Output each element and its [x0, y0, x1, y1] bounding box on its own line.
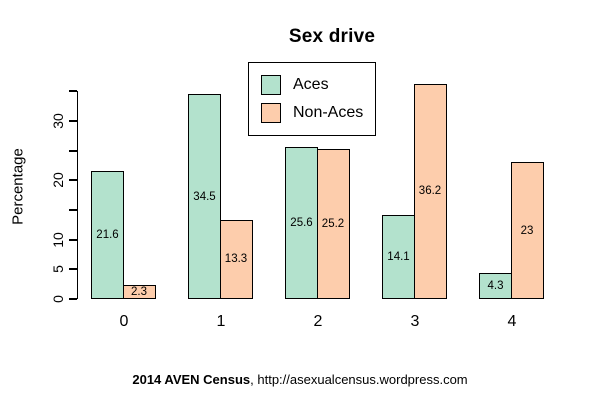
bar-value-label: 25.2 [321, 218, 345, 231]
bar-value-label: 25.6 [290, 216, 313, 229]
bar-non-aces-3: 36.2 [413, 83, 447, 299]
bar-aces-0: 21.6 [91, 170, 124, 299]
y-tick-label: 10 [50, 231, 66, 248]
y-tick-label: 0 [50, 295, 66, 303]
y-tick-label: 5 [50, 265, 66, 274]
legend-swatch-aces [261, 75, 281, 95]
y-tick-label: 30 [50, 113, 66, 129]
y-tick-mark [68, 268, 77, 271]
footer-url: , http://asexualcensus.wordpress.com [250, 372, 468, 387]
bar-aces-4: 4.3 [479, 273, 512, 299]
bar-value-label: 23 [520, 224, 534, 237]
x-category-label: 3 [410, 313, 420, 330]
bar-non-aces-0: 2.3 [122, 285, 156, 299]
y-axis-line [76, 91, 78, 299]
legend-swatch-non-aces [261, 103, 281, 123]
y-tick-mark [68, 90, 77, 93]
bar-value-label: 36.2 [418, 185, 442, 198]
legend-item-aces: Aces [261, 75, 375, 95]
x-category-label: 4 [507, 313, 517, 330]
legend-label: Non-Aces [293, 104, 364, 121]
bar-value-label: 34.5 [193, 190, 216, 203]
y-tick-mark [68, 298, 77, 300]
y-tick-mark [68, 179, 77, 182]
x-category-label: 2 [313, 313, 323, 330]
bar-aces-1: 34.5 [188, 94, 221, 299]
bar-non-aces-1: 13.3 [219, 219, 253, 299]
bar-value-label: 21.6 [96, 228, 119, 241]
y-tick-mark [68, 119, 77, 122]
bar-value-label: 4.3 [487, 280, 504, 293]
chart-title: Sex drive [288, 26, 376, 47]
footer-caption: 2014 AVEN Census, http://asexualcensus.w… [0, 372, 600, 387]
y-axis-label: Percentage [9, 148, 27, 225]
legend-item-non-aces: Non-Aces [261, 103, 375, 123]
bar-aces-2: 25.6 [285, 146, 318, 299]
x-category-label: 1 [216, 313, 226, 330]
bar-value-label: 14.1 [387, 251, 410, 264]
bar-non-aces-4: 23 [510, 162, 544, 299]
bar-value-label: 13.3 [224, 253, 248, 266]
y-tick-mark [68, 238, 77, 241]
y-tick-mark [68, 149, 77, 152]
footer-source: 2014 AVEN Census [132, 372, 251, 387]
x-category-label: 0 [119, 313, 129, 330]
legend-box: Aces Non-Aces [248, 62, 376, 136]
bar-non-aces-2: 25.2 [316, 149, 350, 299]
y-tick-mark [68, 208, 77, 211]
bar-value-label: 2.3 [131, 286, 147, 299]
bar-aces-3: 14.1 [382, 215, 415, 299]
legend-label: Aces [293, 76, 329, 93]
y-tick-label: 20 [50, 172, 66, 188]
